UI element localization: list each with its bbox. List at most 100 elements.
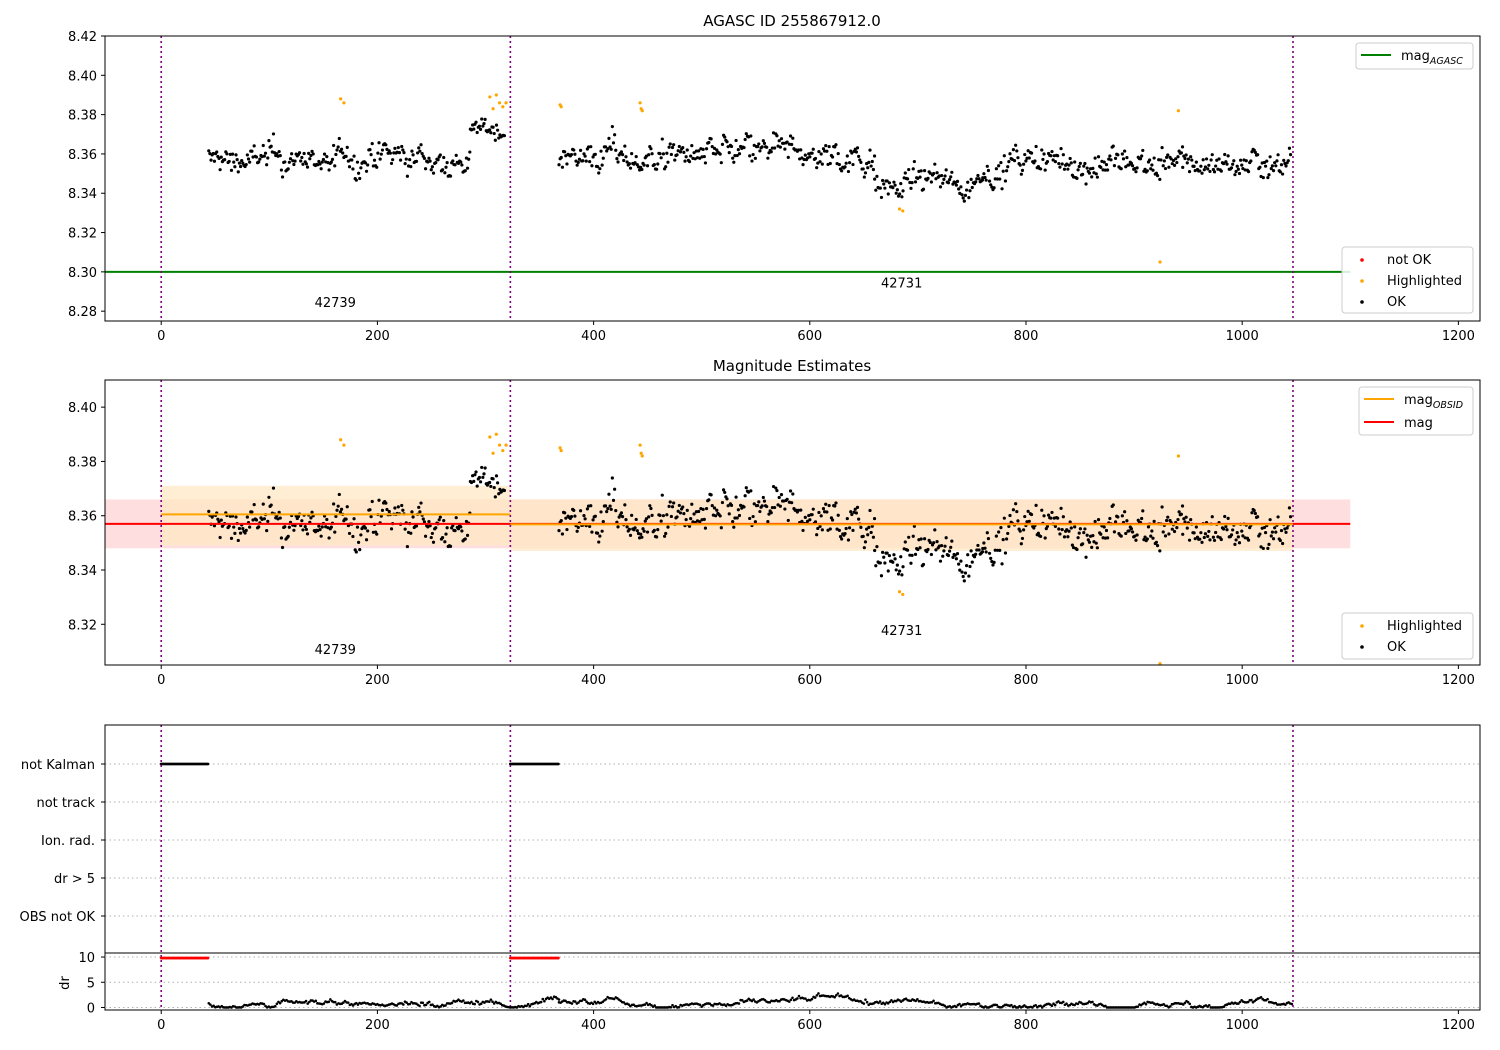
- ok-point: [921, 562, 926, 567]
- ok-point: [436, 158, 440, 162]
- ok-point: [949, 545, 953, 549]
- ok-point: [563, 150, 567, 154]
- flag-point: [206, 762, 210, 766]
- ok-point: [1093, 519, 1097, 524]
- panel1-frame: [104, 35, 1481, 322]
- dr-point: [862, 1002, 866, 1005]
- ok-point: [463, 537, 467, 541]
- ok-point: [687, 159, 692, 164]
- ok-point: [1096, 155, 1101, 159]
- x-tick-label: 200: [365, 329, 390, 344]
- dr-point: [473, 1002, 476, 1006]
- ok-point: [690, 502, 694, 506]
- ok-point: [655, 167, 659, 171]
- ok-point: [1084, 555, 1088, 559]
- ok-point: [899, 555, 903, 559]
- highlighted-point: [640, 109, 644, 113]
- ok-point: [859, 525, 863, 529]
- ok-point: [1041, 157, 1045, 162]
- ok-point: [363, 161, 368, 165]
- ok-point: [1266, 546, 1270, 550]
- ok-point: [1000, 562, 1004, 566]
- ok-point: [244, 528, 248, 532]
- ok-point: [1199, 164, 1203, 168]
- ok-point: [624, 155, 628, 159]
- ok-point: [238, 164, 243, 169]
- ok-point: [670, 505, 675, 509]
- dr-point: [995, 1003, 999, 1007]
- ok-point: [969, 177, 973, 181]
- ok-point: [1174, 157, 1178, 161]
- ok-point: [766, 519, 770, 524]
- ok-point: [418, 510, 422, 514]
- ok-point: [620, 153, 625, 157]
- ok-point: [429, 168, 433, 172]
- ok-point: [219, 155, 223, 159]
- ok-point: [788, 134, 793, 138]
- ok-point: [207, 509, 211, 513]
- ok-point: [854, 150, 858, 154]
- ok-point: [664, 531, 668, 536]
- ok-point: [1149, 534, 1153, 538]
- ok-point: [672, 143, 676, 147]
- ok-point: [980, 550, 985, 554]
- ok-point: [1106, 168, 1110, 172]
- ok-point: [1261, 546, 1265, 551]
- ok-point: [828, 527, 832, 531]
- ok-point: [799, 508, 803, 512]
- ok-point: [1176, 517, 1180, 522]
- ok-point: [235, 158, 239, 162]
- ok-point: [1111, 144, 1115, 148]
- ok-point: [770, 146, 774, 150]
- ok-point: [697, 509, 701, 514]
- highlighted-point: [1176, 109, 1181, 113]
- ok-point: [825, 149, 829, 153]
- dr-point: [551, 997, 554, 1001]
- ok-point: [250, 510, 254, 514]
- dr-point: [557, 998, 561, 1001]
- ok-point: [423, 534, 428, 538]
- ok-point: [909, 561, 913, 565]
- ok-point: [1170, 162, 1174, 166]
- ok-point: [1170, 527, 1174, 531]
- ok-point: [410, 149, 414, 153]
- ok-point: [1214, 164, 1218, 168]
- ok-point: [1268, 518, 1272, 522]
- ok-point: [1002, 154, 1006, 158]
- ok-point: [588, 524, 592, 528]
- ok-point: [900, 573, 904, 577]
- ok-point: [942, 549, 946, 553]
- ok-point: [1249, 159, 1253, 163]
- ok-point: [1099, 165, 1103, 169]
- ok-point: [726, 504, 730, 508]
- ok-point: [777, 495, 781, 500]
- ok-point: [494, 474, 499, 478]
- ok-point: [1167, 532, 1171, 536]
- ok-point: [453, 529, 457, 533]
- ok-point: [742, 505, 746, 509]
- ok-point: [244, 162, 248, 167]
- highlighted-point: [1158, 260, 1162, 264]
- ok-point: [427, 156, 431, 160]
- ok-point: [665, 513, 669, 517]
- ok-point: [813, 156, 818, 161]
- ok-point: [995, 177, 1000, 181]
- ok-point: [895, 188, 899, 192]
- ok-point: [434, 526, 438, 530]
- ok-point: [1263, 164, 1268, 168]
- ok-point: [1012, 159, 1017, 163]
- ok-point: [725, 497, 729, 501]
- ok-point: [1069, 526, 1073, 530]
- dr-point: [541, 997, 545, 1001]
- ok-point: [1008, 513, 1012, 518]
- ok-point: [1056, 154, 1060, 158]
- ok-point: [1104, 163, 1109, 167]
- ok-point: [569, 514, 574, 519]
- ok-point: [954, 183, 958, 187]
- dr-point: [470, 1000, 473, 1004]
- ok-point: [1259, 545, 1263, 549]
- ok-point: [1273, 526, 1277, 530]
- ok-point: [1120, 152, 1124, 156]
- highlighted-point: [488, 95, 492, 99]
- ok-point: [317, 524, 321, 528]
